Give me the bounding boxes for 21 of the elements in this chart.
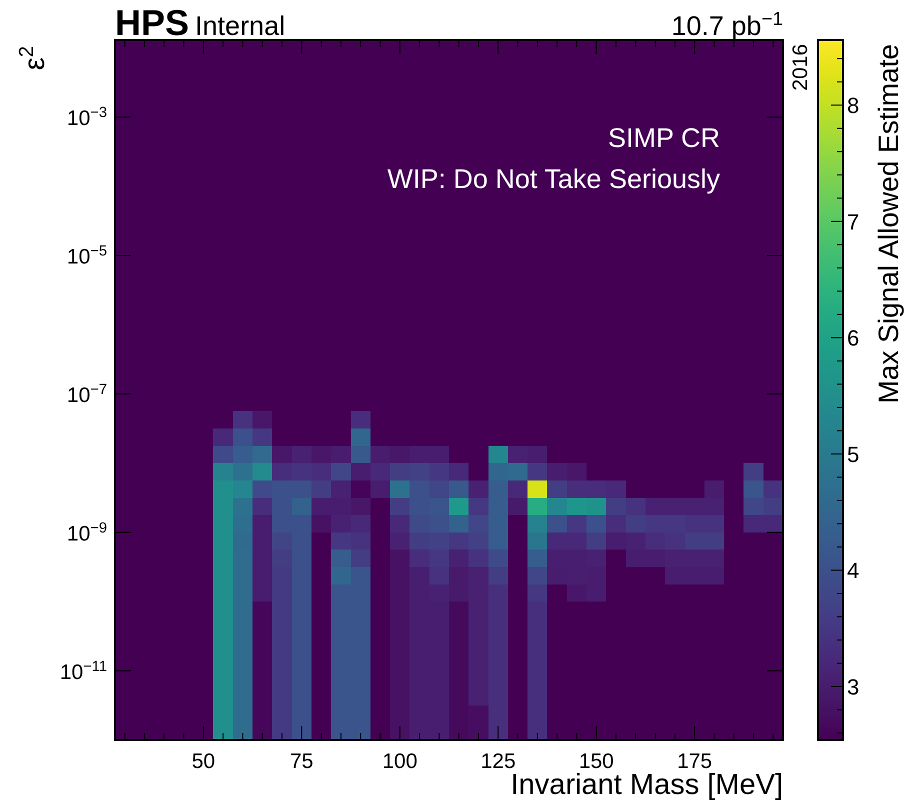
y-tick-label: 10$^{−5}$ [66, 244, 107, 269]
y-tick-label: 10$^{−7}$ [66, 382, 107, 407]
color-bar-title: Max Signal Allowed Estimate [873, 44, 904, 404]
annotation: SIMP CR [608, 123, 720, 153]
annotation: WIP: Do Not Take Seriously [387, 164, 720, 194]
x-tick-label: 100 [382, 750, 418, 773]
x-tick-label: 50 [192, 750, 216, 773]
color-bar-label: 6 [847, 326, 860, 351]
y-tick-label: 10$^{−9}$ [66, 520, 107, 546]
y-tick-label: 10$^{−11}$ [60, 658, 107, 684]
text: 2016 [789, 44, 812, 91]
annotation: 10.7 pb$^{−1}$ [671, 8, 783, 41]
chart-subtitle: Internal [195, 11, 286, 41]
color-bar-label: 8 [847, 93, 860, 118]
chart-title: HPS [115, 2, 190, 43]
x-tick-label: 75 [290, 750, 314, 773]
color-bar-label: 7 [847, 209, 860, 234]
color-bar-label: 5 [847, 442, 860, 467]
color-bar-label: 4 [847, 558, 860, 584]
color-bar-label: 3 [847, 674, 860, 700]
y-tick-label: 10$^{−3}$ [66, 105, 107, 130]
